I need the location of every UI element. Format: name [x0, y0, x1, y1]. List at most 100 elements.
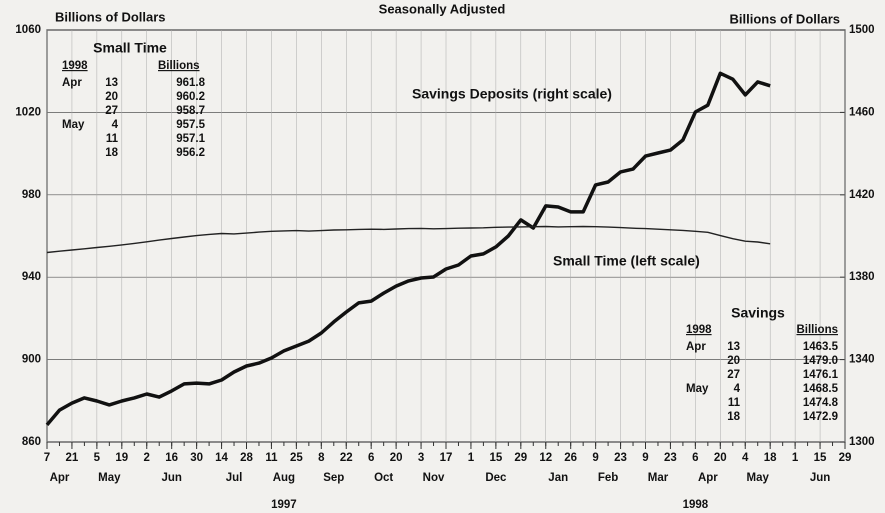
x-tick-label: 25 [290, 452, 303, 464]
x-tick-label: 15 [814, 452, 827, 464]
table-value: 1463.5 [803, 341, 839, 353]
x-tick-label: 12 [539, 452, 552, 464]
y2-tick-label: 1420 [849, 189, 875, 201]
x-tick-label: 15 [489, 452, 502, 464]
table-unit: Billions [796, 324, 838, 336]
table-day: 18 [727, 411, 740, 423]
table-day: 4 [112, 119, 119, 131]
y-tick-label: 940 [22, 271, 41, 283]
x-tick-label: 1 [792, 452, 799, 464]
series-line [46, 225, 771, 254]
table-month: Apr [686, 341, 706, 353]
x-tick-label: 16 [165, 452, 178, 464]
series-label: Savings Deposits (right scale) [412, 86, 612, 102]
month-label: Jul [226, 472, 243, 484]
series-label: Small Time (left scale) [553, 253, 700, 269]
month-label: Dec [485, 472, 507, 484]
table-value: 1476.1 [803, 369, 839, 381]
y-tick-label: 980 [22, 189, 41, 201]
table-day: 27 [727, 369, 740, 381]
table-day: 4 [734, 383, 741, 395]
table-value: 958.7 [176, 105, 205, 117]
x-tick-label: 18 [764, 452, 777, 464]
x-tick-label: 29 [514, 452, 527, 464]
x-tick-label: 2 [144, 452, 150, 464]
month-label: Apr [698, 472, 718, 484]
table-month: Apr [62, 77, 82, 89]
table-title: Small Time [93, 40, 167, 56]
y2-tick-label: 1340 [849, 354, 875, 366]
table-value: 957.5 [176, 119, 205, 131]
table-value: 956.2 [176, 147, 205, 159]
table-value: 1468.5 [803, 383, 839, 395]
table-day: 20 [105, 91, 118, 103]
x-tick-label: 4 [742, 452, 749, 464]
table-month: May [686, 383, 709, 395]
y2-axis-label: Billions of Dollars [729, 11, 840, 26]
x-tick-label: 7 [44, 452, 50, 464]
month-label: May [747, 472, 770, 484]
x-tick-label: 9 [642, 452, 648, 464]
x-tick-label: 9 [592, 452, 598, 464]
table-value: 957.1 [176, 133, 205, 145]
table-unit: Billions [158, 60, 200, 72]
x-tick-label: 5 [94, 452, 101, 464]
y-axis-label: Billions of Dollars [55, 9, 166, 24]
month-label: Jan [548, 472, 568, 484]
table-value: 961.8 [176, 77, 205, 89]
y-tick-label: 860 [22, 436, 41, 448]
x-tick-label: 17 [440, 452, 453, 464]
x-tick-label: 6 [368, 452, 374, 464]
x-tick-label: 23 [664, 452, 677, 464]
table-day: 11 [106, 133, 119, 145]
table-value: 1474.8 [803, 397, 839, 409]
table-value: 1472.9 [803, 411, 838, 423]
x-tick-label: 28 [240, 452, 253, 464]
y2-tick-label: 1380 [849, 271, 875, 283]
table-value: 1479.0 [803, 355, 838, 367]
x-tick-label: 30 [190, 452, 203, 464]
y2-tick-label: 1460 [849, 106, 875, 118]
x-tick-label: 6 [692, 452, 698, 464]
x-tick-label: 1 [468, 452, 475, 464]
x-tick-label: 20 [714, 452, 727, 464]
table-year: 1998 [62, 60, 88, 72]
x-tick-label: 19 [115, 452, 128, 464]
table-value: 960.2 [176, 91, 205, 103]
table-month: May [62, 119, 85, 131]
month-label: Aug [273, 472, 295, 484]
table-day: 18 [105, 147, 118, 159]
y2-tick-label: 1300 [849, 436, 875, 448]
x-tick-label: 3 [418, 452, 424, 464]
month-label: May [98, 472, 121, 484]
x-tick-label: 26 [564, 452, 577, 464]
x-tick-label: 29 [839, 452, 852, 464]
y-tick-label: 1060 [15, 24, 41, 36]
month-label: Mar [648, 472, 669, 484]
y2-tick-label: 1500 [849, 24, 875, 36]
table-day: 27 [105, 105, 118, 117]
month-label: Sep [323, 472, 344, 484]
month-label: Apr [50, 472, 70, 484]
year-label: 1998 [683, 499, 709, 511]
x-tick-label: 8 [318, 452, 325, 464]
table-year: 1998 [686, 324, 712, 336]
x-tick-label: 21 [66, 452, 79, 464]
x-tick-label: 22 [340, 452, 353, 464]
x-tick-label: 20 [390, 452, 403, 464]
table-day: 11 [728, 397, 741, 409]
month-label: Feb [598, 472, 618, 484]
month-label: Jun [810, 472, 830, 484]
chart-subtitle: Seasonally Adjusted [379, 1, 506, 16]
table-title: Savings [731, 305, 785, 321]
month-label: Nov [423, 472, 445, 484]
series-line [45, 71, 771, 427]
x-tick-label: 14 [215, 452, 228, 464]
x-tick-label: 11 [265, 452, 278, 464]
month-label: Jun [161, 472, 181, 484]
y-tick-label: 900 [22, 354, 41, 366]
table-day: 13 [727, 341, 740, 353]
table-day: 13 [105, 77, 118, 89]
year-label: 1997 [271, 499, 297, 511]
